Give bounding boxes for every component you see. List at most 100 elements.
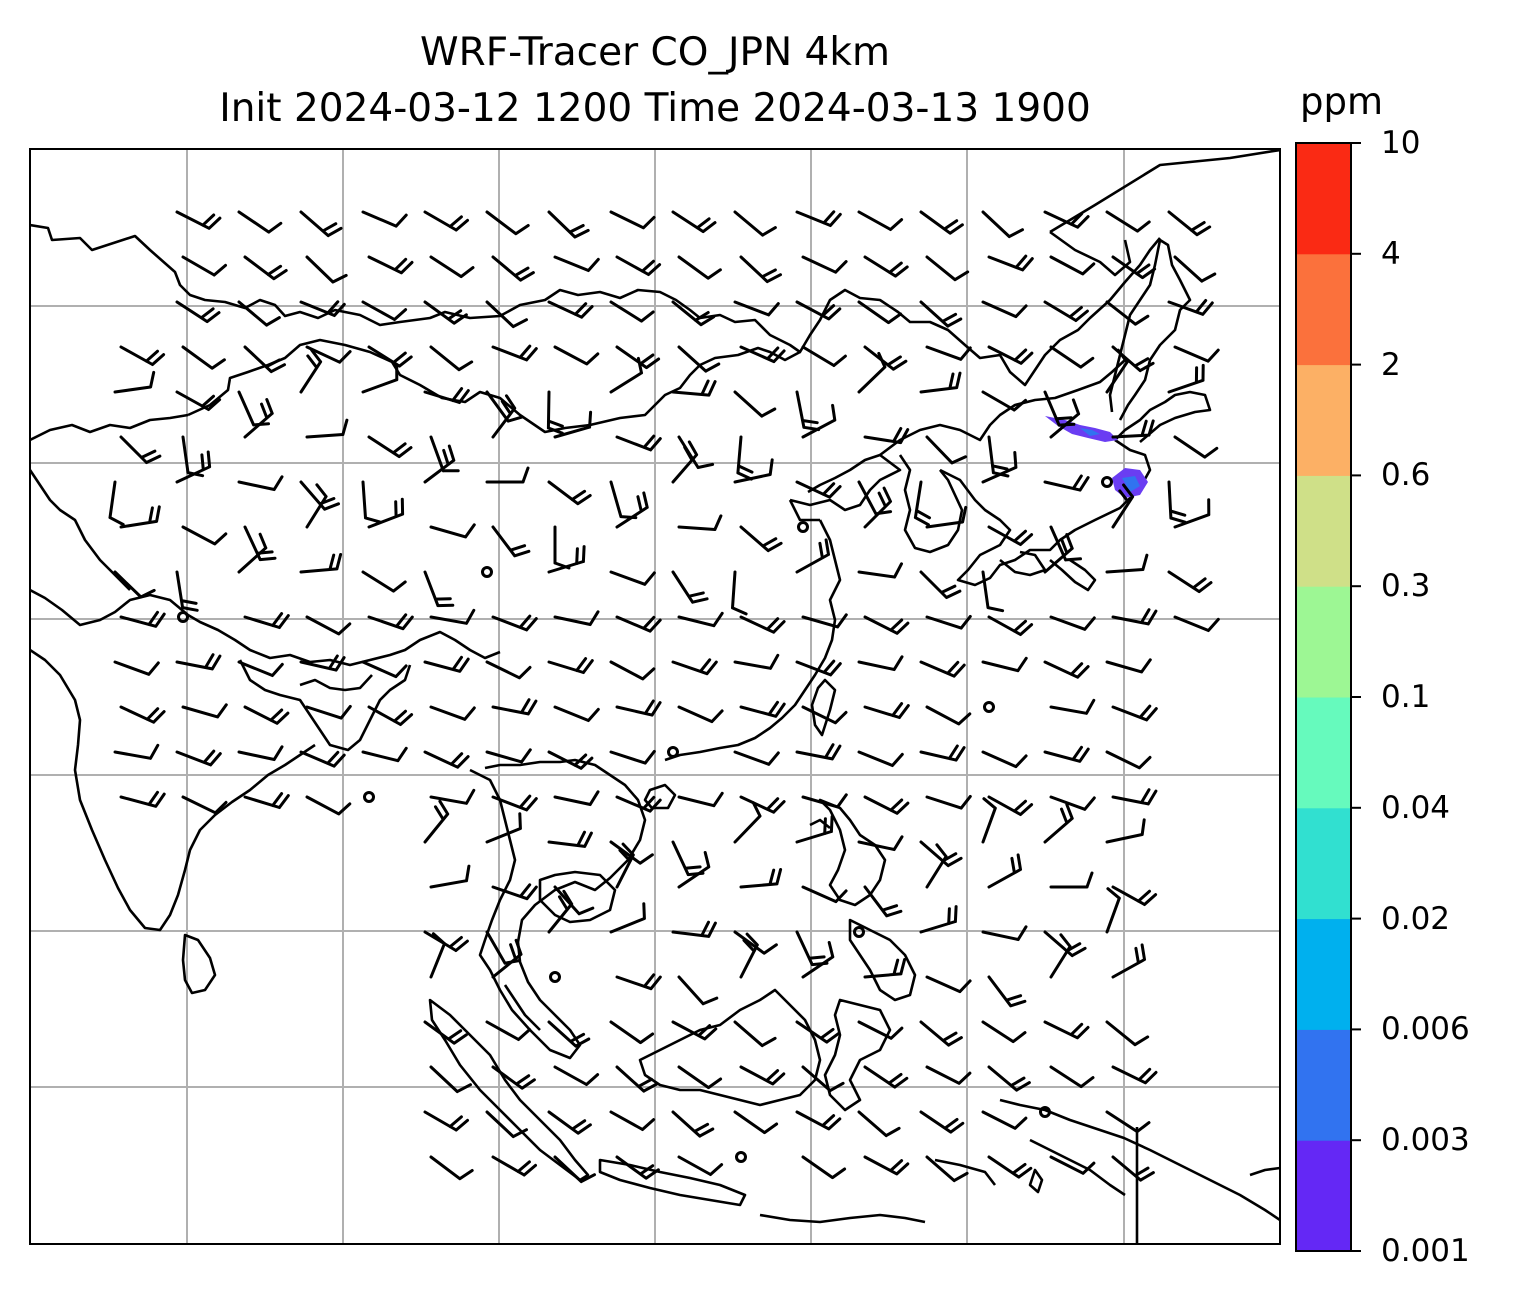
wind-barb [491,698,538,716]
wind-barb [108,480,125,526]
colorbar-segment [1296,253,1351,366]
wind-barb [987,853,1022,889]
wind-barb [553,345,600,366]
wind-barb [547,480,592,506]
wind-barb [243,612,290,629]
wind-barb [795,210,842,227]
wind-barb [981,210,1024,239]
wind-barb [609,840,654,865]
wind-barb [429,864,471,889]
wind-barb [429,435,460,473]
wind-barb [485,210,530,236]
wind-barb [981,1110,1028,1130]
wind-barb [305,418,349,439]
wind-barb [739,615,786,634]
wind-barb [243,255,288,281]
wind-barb [119,610,166,628]
colorbar-segment [1296,1029,1351,1141]
wind-barb [1173,615,1220,632]
wind-barb [801,941,835,979]
wind-barb [733,653,780,670]
wind-barb [857,835,904,851]
wind-barb [1111,704,1158,722]
wind-barb [733,930,778,955]
wind-barb [677,345,721,373]
wind-barb [243,398,274,439]
sri-lanka-coast [181,933,217,995]
wind-barb [305,704,352,720]
colorbar-tick-label: 0.02 [1381,900,1451,937]
calm-wind-marker [983,701,995,713]
wind-barb [491,614,538,632]
wind-barb [175,390,222,411]
wind-barb [1043,1020,1090,1040]
map-border [29,148,1281,1245]
wind-barb [1049,1065,1095,1089]
wind-barb [361,363,399,394]
colorbar-tick-label: 0.006 [1381,1011,1470,1048]
colorbar-segment [1296,918,1351,1030]
map-subtitle: Init 2024-03-12 1200 Time 2024-03-13 190… [219,86,1091,131]
wind-barb [919,1020,963,1047]
wind-barb [925,705,972,726]
wind-barb [671,1110,715,1138]
wind-barb [925,1155,969,1183]
wind-barb [987,345,1034,365]
wind-barb [739,932,759,979]
wind-barb [987,975,1027,1008]
wind-barb [733,300,780,317]
wind-barb [795,1110,842,1131]
wind-barb [181,795,228,815]
wind-barb [485,390,524,423]
wind-barb [491,525,531,558]
co-concentration-contour [1080,428,1100,436]
wind-barb [863,427,910,445]
wind-barb [1049,933,1072,979]
wind-barb [485,748,532,764]
wind-barb [113,743,160,760]
wind-barb [609,356,643,394]
calm-wind-marker [735,1151,747,1163]
wind-barb [1105,210,1151,233]
coastlines [30,149,1280,1244]
wind-barb [925,843,948,889]
wind-barb [615,1155,660,1180]
wind-barb [863,885,903,918]
wind-barb [175,570,199,612]
wind-barb [113,570,156,599]
wind-barb [429,1155,474,1181]
wind-barb [671,300,716,327]
wind-barb [801,885,848,904]
calm-wind-marker [1101,476,1113,488]
wind-barb [857,655,904,671]
colorbar-segment [1296,697,1351,809]
wind-barb [677,705,724,724]
colorbar [1295,142,1361,1252]
wind-barb [361,300,408,321]
wind-barb [1105,553,1149,574]
wind-barb [615,491,649,529]
calm-wind-marker [549,971,561,983]
wind-barb [795,815,834,844]
wind-barb [299,210,343,238]
wind-barb [919,371,962,394]
wind-barb [919,300,963,328]
calm-wind-marker [363,791,375,803]
wind-barb [423,799,450,844]
wind-barb [739,868,783,889]
wind-barb [429,255,475,279]
wind-barb [987,1065,1031,1092]
wind-barb [485,300,528,329]
wind-barb [857,351,887,394]
wind-barb [925,255,970,282]
wind-barb [925,505,968,529]
wind-barb [423,387,470,404]
wind-barb [547,750,594,770]
wind-barb [671,210,717,234]
wind-barb [553,705,600,722]
wind-barb [739,700,786,718]
wind-barb [1105,887,1121,934]
wind-barb [237,660,284,677]
wind-barb [175,653,222,671]
wind-barb [553,1065,600,1086]
